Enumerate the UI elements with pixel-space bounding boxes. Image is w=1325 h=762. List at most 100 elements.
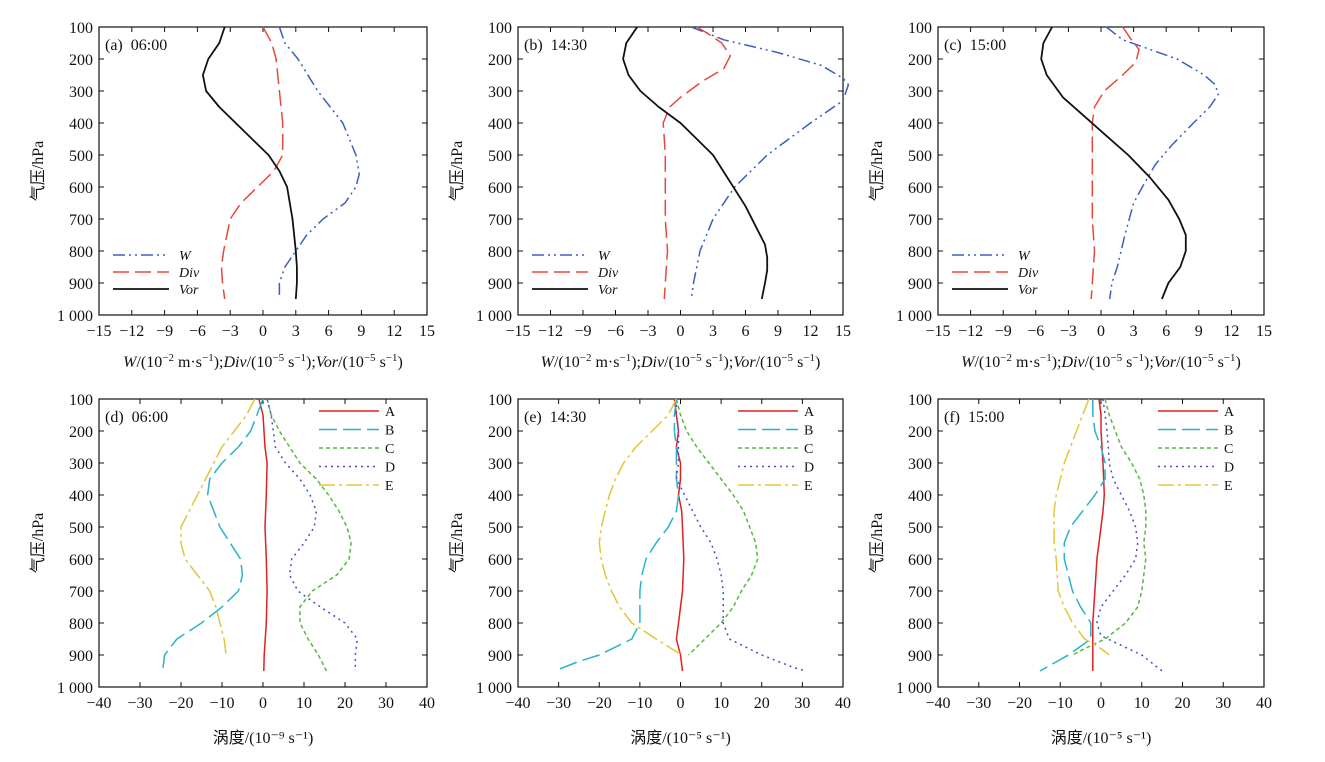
- y-tick-label: 800: [69, 616, 93, 633]
- y-tick-label: 400: [69, 488, 93, 505]
- x-tick-label: 12: [386, 323, 402, 340]
- panel-label: (e) 14:30: [524, 409, 586, 426]
- x-tick-label: 9: [357, 323, 365, 340]
- x-axis-label: 涡度/(10⁻⁵ s⁻¹): [1051, 729, 1152, 747]
- y-tick-label: 900: [69, 648, 93, 665]
- series-line-b: [161, 398, 264, 672]
- y-tick-label: 900: [908, 276, 932, 293]
- x-axis-label: W/(10−2 m·s−1);Div/(10−5 s−1);Vor/(10−5 …: [961, 352, 1241, 371]
- y-tick-label: 700: [908, 212, 932, 229]
- y-axis-label: 气压/hPa: [29, 513, 47, 573]
- x-tick-label: −40: [86, 695, 111, 712]
- x-axis-label: 涡度/(10⁻⁹ s⁻¹): [213, 729, 314, 747]
- y-tick-label: 1 000: [896, 308, 932, 325]
- y-tick-label: 600: [488, 552, 512, 569]
- y-tick-label: 200: [908, 424, 932, 441]
- legend-label-vor: Vor: [179, 283, 199, 298]
- x-tick-label: −30: [546, 695, 571, 712]
- y-axis-label: 气压/hPa: [29, 141, 47, 201]
- panel-label: (b) 14:30: [524, 37, 587, 54]
- x-tick-label: 10: [713, 695, 729, 712]
- legend-label-w: W: [179, 249, 192, 264]
- y-tick-label: 600: [908, 180, 932, 197]
- panel-d: −40 −30 −20 −10 0 10 20 30 40 100 200 300 400 500 600 7…: [29, 392, 435, 747]
- series-line-e: [180, 398, 256, 656]
- y-tick-label: 400: [69, 116, 93, 133]
- y-tick-label: 100: [69, 20, 93, 37]
- x-tick-label: 9: [774, 323, 782, 340]
- panel-letter: (e): [524, 409, 542, 426]
- x-tick-label: 30: [378, 695, 394, 712]
- y-tick-label: 100: [69, 392, 93, 409]
- series-line-w: [690, 26, 850, 300]
- y-tick-label: 1 000: [57, 680, 93, 697]
- legend-label-e: E: [385, 479, 394, 494]
- legend-label-c: C: [385, 442, 394, 457]
- y-tick-label: 300: [69, 84, 93, 101]
- series-line-vor: [622, 26, 769, 300]
- y-tick-label: 200: [488, 424, 512, 441]
- series-line-c: [266, 398, 352, 672]
- panel-time: 15:00: [968, 409, 1004, 426]
- series-line-d: [675, 399, 807, 672]
- x-axis-label: W/(10−2 m·s−1);Div/(10−5 s−1);Vor/(10−5 …: [541, 352, 821, 371]
- series-line-b: [554, 398, 680, 672]
- panel-label: (d) 06:00: [105, 409, 168, 426]
- y-tick-label: 200: [69, 424, 93, 441]
- y-tick-label: 800: [488, 616, 512, 633]
- x-tick-label: 15: [1256, 323, 1272, 340]
- y-tick-label: 100: [488, 20, 512, 37]
- x-tick-label: 40: [1256, 695, 1272, 712]
- x-tick-label: −9: [995, 323, 1012, 340]
- y-tick-label: 900: [908, 648, 932, 665]
- series-line-c: [1072, 398, 1147, 656]
- panel-letter: (f): [944, 409, 960, 426]
- x-tick-label: 10: [296, 695, 312, 712]
- x-tick-label: −10: [627, 695, 652, 712]
- series-line-d: [1096, 398, 1163, 672]
- y-tick-label: 400: [488, 116, 512, 133]
- series-line-a: [258, 398, 268, 672]
- y-tick-label: 900: [488, 276, 512, 293]
- panel-time: 14:30: [551, 37, 587, 54]
- panel-letter: (b): [524, 37, 543, 54]
- x-tick-label: −15: [925, 323, 950, 340]
- y-tick-label: 600: [488, 180, 512, 197]
- legend-label-w: W: [1018, 249, 1031, 264]
- panel-label: (a) 06:00: [105, 37, 167, 54]
- series-line-e: [598, 398, 683, 656]
- x-tick-label: −6: [189, 323, 206, 340]
- legend-label-a: A: [804, 405, 815, 420]
- x-tick-label: −10: [209, 695, 234, 712]
- x-tick-label: 3: [1130, 323, 1138, 340]
- panel-time: 14:30: [550, 409, 586, 426]
- y-axis-label: 气压/hPa: [448, 513, 466, 573]
- y-tick-label: 500: [908, 520, 932, 537]
- y-tick-label: 100: [908, 392, 932, 409]
- y-tick-label: 900: [69, 276, 93, 293]
- x-axis-label: W/(10−2 m·s−1);Div/(10−5 s−1);Vor/(10−5 …: [123, 352, 403, 371]
- y-tick-label: 200: [69, 52, 93, 69]
- panel-time: 06:00: [132, 409, 168, 426]
- x-tick-label: 0: [259, 695, 267, 712]
- x-tick-label: −20: [587, 695, 612, 712]
- legend-label-a: A: [1224, 405, 1235, 420]
- legend-label-vor: Vor: [1018, 283, 1038, 298]
- x-tick-label: 3: [709, 323, 717, 340]
- x-tick-label: 0: [677, 323, 685, 340]
- series-line-vor: [202, 26, 298, 300]
- y-tick-label: 200: [488, 52, 512, 69]
- x-tick-label: 6: [742, 323, 750, 340]
- x-tick-label: 6: [1162, 323, 1170, 340]
- x-tick-label: −20: [168, 695, 193, 712]
- x-tick-label: 20: [337, 695, 353, 712]
- series-line-div: [220, 26, 284, 300]
- y-tick-label: 500: [488, 148, 512, 165]
- series-line-c: [675, 398, 759, 656]
- x-tick-label: −6: [607, 323, 624, 340]
- x-tick-label: −15: [505, 323, 530, 340]
- x-tick-label: 30: [1215, 695, 1231, 712]
- y-tick-label: 800: [488, 244, 512, 261]
- legend-label-c: C: [1224, 442, 1233, 457]
